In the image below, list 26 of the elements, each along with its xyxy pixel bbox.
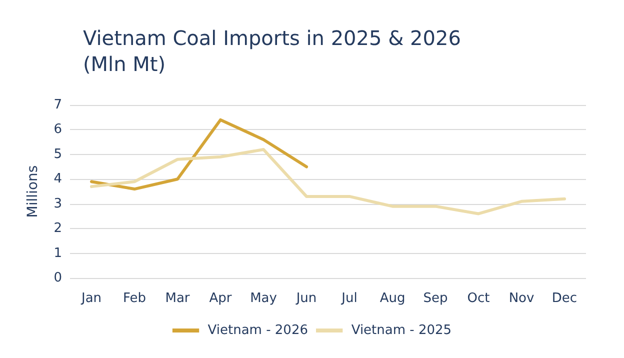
x-tick-label: Feb	[122, 291, 146, 306]
x-tick-label: Dec	[552, 291, 578, 306]
y-tick-label: 3	[54, 196, 62, 212]
y-tick-label: 4	[54, 172, 62, 187]
chart-title: Vietnam Coal Imports in 2025 & 2026 (Mln Mt)	[83, 26, 468, 76]
x-tick-label: Oct	[467, 291, 490, 306]
x-tick-label: Jun	[295, 291, 317, 306]
y-tick-label: 5	[54, 146, 62, 162]
y-tick-label: 2	[54, 221, 62, 236]
x-tick-label: Jan	[80, 291, 102, 306]
x-tick-label: May	[250, 291, 278, 306]
x-tick-label: Mar	[165, 291, 190, 306]
y-tick-label: 0	[54, 270, 62, 286]
line-series	[90, 118, 308, 191]
x-tick-label: Jul	[340, 291, 358, 306]
line-series	[90, 148, 566, 216]
x-tick-label: Nov	[508, 291, 534, 306]
x-tick-label: Sep	[423, 291, 448, 306]
legend-label: Vietnam - 2025	[351, 323, 452, 338]
y-tick-label: 7	[54, 98, 62, 112]
x-tick-label: Apr	[209, 291, 232, 306]
x-tick-label: Aug	[380, 291, 406, 306]
y-tick-label: 1	[54, 246, 62, 261]
legend-label: Vietnam - 2026	[208, 323, 308, 338]
y-axis-title: Millions	[25, 165, 41, 218]
y-tick-label: 6	[54, 122, 62, 138]
